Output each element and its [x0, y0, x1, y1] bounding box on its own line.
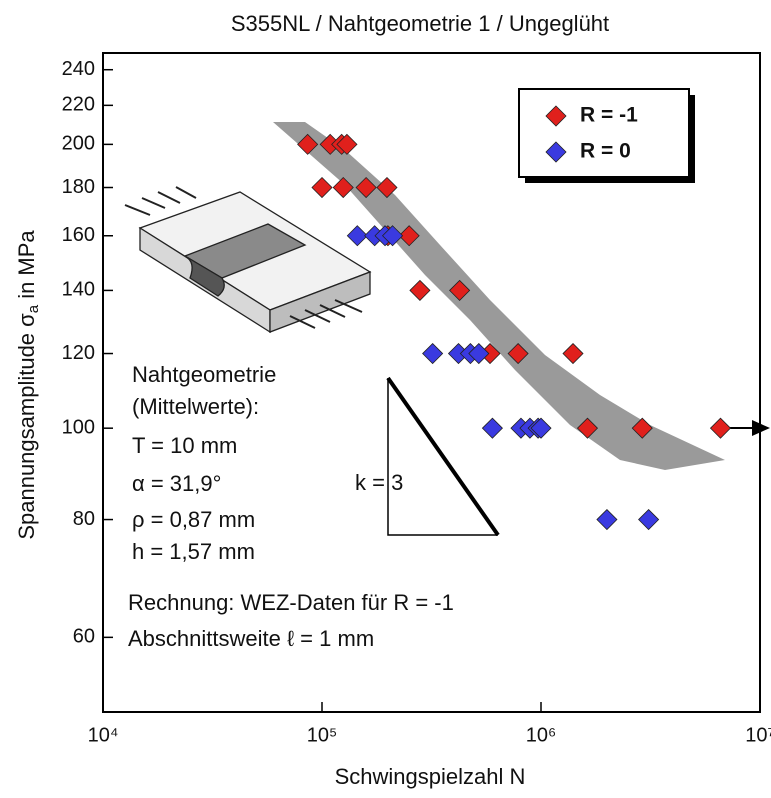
y-tick-label: 240	[62, 58, 95, 80]
y-tick-label: 100	[62, 416, 95, 438]
y-axis-label: Spannungsamplitude σa in MPa	[14, 230, 42, 540]
legend-label: R = -1	[580, 104, 638, 127]
data-point	[297, 133, 319, 155]
data-point	[422, 342, 444, 365]
data-point	[468, 342, 490, 365]
data-point	[481, 417, 503, 439]
y-tick-label: 180	[62, 176, 95, 198]
chart-title: S355NL / Nahtgeometrie 1 / Ungeglüht	[231, 11, 609, 36]
y-tick-label: 160	[62, 224, 95, 246]
legend-marker	[545, 105, 567, 127]
data-point	[631, 417, 653, 439]
x-axis-label: Schwingspielzahl N	[335, 764, 526, 789]
data-point	[596, 508, 618, 531]
y-tick-label: 140	[62, 279, 95, 301]
y-tick-label: 80	[73, 508, 95, 530]
legend-box	[518, 88, 690, 178]
slope-triangle	[387, 378, 498, 536]
annotation: Abschnittsweite ℓ = 1 mm	[128, 626, 374, 651]
x-tick-label: 10⁴	[88, 724, 119, 746]
plot-frame	[102, 52, 761, 713]
annotation: k = 3	[355, 470, 403, 495]
y-tick-label: 120	[62, 342, 95, 364]
data-point	[355, 176, 377, 199]
annotation: h = 1,57 mm	[132, 539, 255, 564]
legend-marker	[545, 141, 567, 163]
annotation: ρ = 0,87 mm	[132, 507, 255, 532]
annotation: (Mittelwerte):	[132, 394, 259, 419]
data-point	[409, 279, 431, 301]
annotation: α = 31,9°	[132, 471, 221, 496]
x-tick-label: 10⁶	[526, 724, 556, 746]
annotation: Rechnung: WEZ-Daten für R = -1	[128, 590, 454, 615]
x-tick-label: 10⁵	[307, 724, 338, 746]
y-tick-label: 220	[62, 94, 95, 116]
scatter-band	[273, 122, 725, 470]
data-point	[376, 176, 398, 199]
x-tick-label: 10⁷	[745, 724, 771, 746]
data-point	[398, 225, 420, 247]
data-point	[311, 176, 333, 199]
data-point	[346, 225, 368, 247]
legend-label: R = 0	[580, 140, 631, 163]
data-point	[336, 133, 358, 155]
data-point	[562, 342, 584, 365]
annotation: Nahtgeometrie	[132, 362, 276, 387]
data-point	[332, 176, 354, 199]
data-point	[382, 225, 404, 247]
annotation: T = 10 mm	[132, 433, 237, 458]
data-point	[638, 508, 660, 531]
data-point	[709, 417, 732, 439]
data-point	[576, 417, 599, 439]
slope-line	[386, 376, 500, 537]
data-point	[530, 417, 552, 439]
y-tick-label: 60	[73, 626, 95, 648]
runout-arrow	[730, 420, 770, 436]
data-point	[507, 342, 529, 365]
specimen-sketch	[124, 186, 372, 334]
data-point	[449, 279, 471, 301]
y-tick-label: 200	[62, 133, 95, 155]
